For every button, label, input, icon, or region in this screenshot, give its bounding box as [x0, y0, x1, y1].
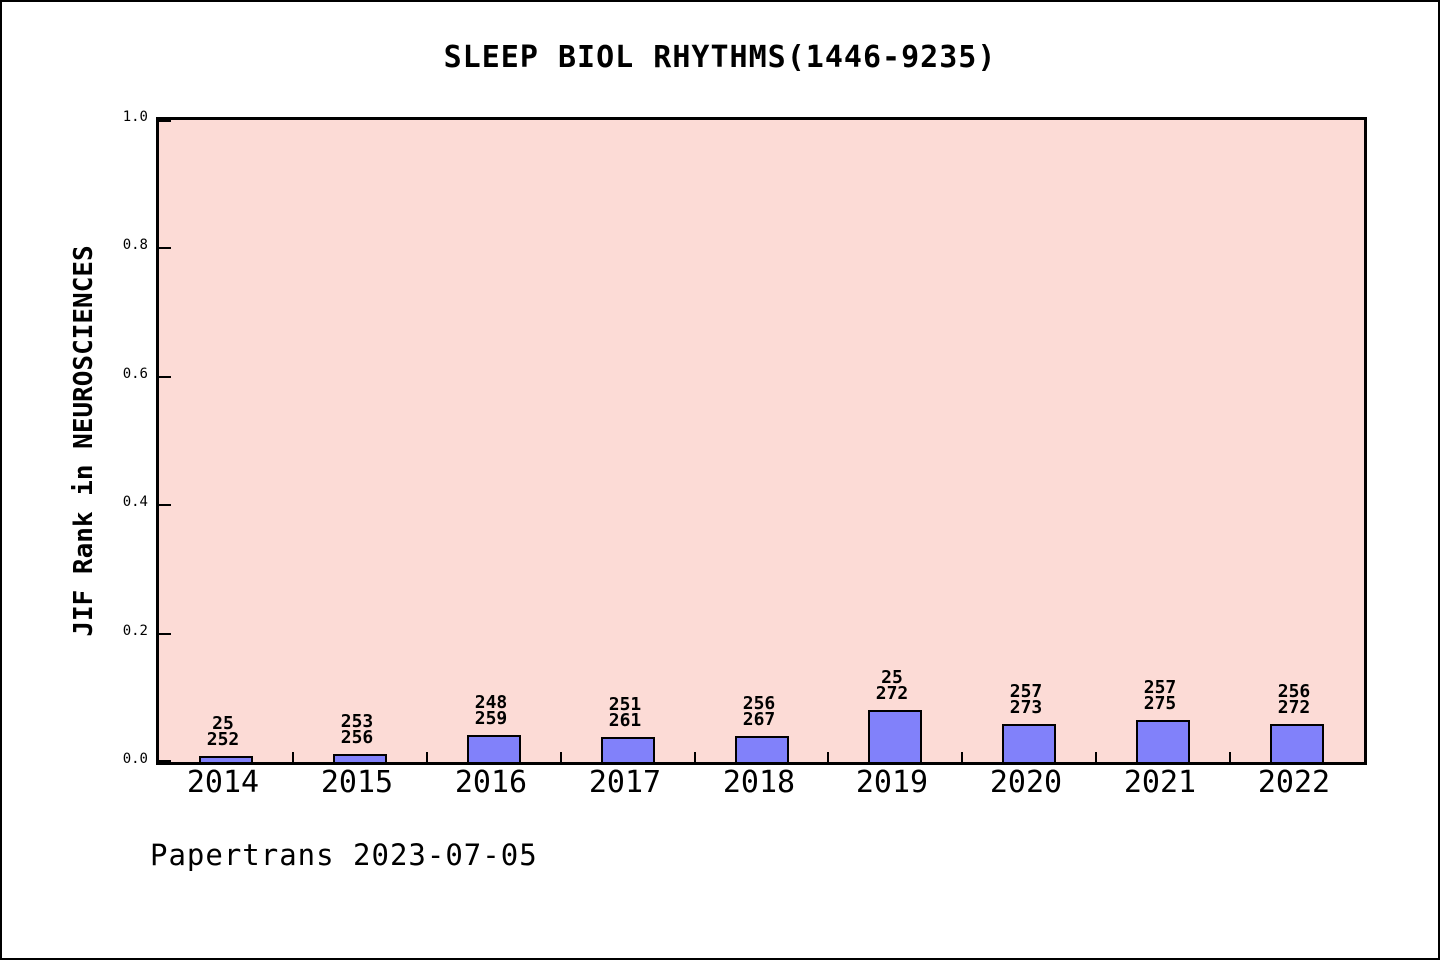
bar-2020: [1002, 724, 1056, 762]
y-tick-mark: [159, 760, 171, 762]
x-tick-mark: [559, 752, 562, 762]
bar-value-label-2015: 253 256: [297, 711, 417, 748]
bar-rank-value: 253: [340, 711, 374, 732]
bar-rank-value: 25: [881, 667, 903, 688]
x-tick-mark: [693, 752, 696, 762]
bar-total-value: 267: [742, 709, 776, 730]
y-tick-mark: [159, 504, 171, 507]
bar-value-label-2016: 248 259: [431, 692, 551, 729]
bar-rank-value: 256: [742, 693, 776, 714]
x-tick-mark: [291, 752, 294, 762]
bar-2014: [199, 756, 253, 762]
bar-total-value: 252: [206, 729, 240, 750]
bar-2022: [1270, 724, 1324, 762]
footer-watermark: Papertrans 2023-07-05: [150, 838, 538, 872]
y-tick-label: 0.2: [122, 622, 148, 639]
y-tick-mark: [159, 632, 171, 635]
y-tick-label: 0.8: [122, 237, 148, 254]
bar-value-label-2017: 251 261: [565, 694, 685, 731]
bar-total-value: 261: [608, 710, 642, 731]
bar-total-value: 273: [1009, 697, 1043, 718]
bar-rank-value: 257: [1009, 681, 1043, 702]
bar-total-value: 275: [1143, 693, 1177, 714]
y-tick-label: 0.6: [122, 365, 148, 382]
x-tick-mark: [1095, 752, 1098, 762]
bar-total-value: 256: [340, 727, 374, 748]
chart-title: SLEEP BIOL RHYTHMS(1446-9235): [443, 40, 997, 75]
bar-total-value: 259: [474, 708, 508, 729]
x-tick-mark: [1229, 752, 1232, 762]
x-tick-mark: [425, 752, 428, 762]
x-tick-label-2022: 2022: [1257, 765, 1331, 800]
plot-area: [156, 117, 1367, 765]
bar-2019: [868, 710, 922, 762]
bar-2021: [1136, 720, 1190, 762]
y-tick-mark: [159, 375, 171, 378]
y-tick-label: 0.4: [122, 494, 148, 511]
bar-value-label-2018: 256 267: [699, 693, 819, 730]
bar-value-label-2020: 257 273: [966, 681, 1086, 718]
y-axis-label-text: JIF Rank in NEUROSCIENCES: [69, 245, 99, 637]
x-tick-label-2015: 2015: [320, 765, 394, 800]
x-tick-label-2021: 2021: [1123, 765, 1197, 800]
x-tick-mark: [827, 752, 830, 762]
bar-2016: [467, 735, 521, 762]
x-tick-label-2020: 2020: [989, 765, 1063, 800]
x-tick-label-2017: 2017: [588, 765, 662, 800]
x-tick-mark: [961, 752, 964, 762]
bar-value-label-2014: 25 252: [163, 713, 283, 750]
bar-value-label-2019: 25 272: [832, 667, 952, 704]
bar-rank-value: 257: [1143, 677, 1177, 698]
bar-2017: [601, 737, 655, 762]
bar-2018: [735, 736, 789, 762]
bar-rank-value: 256: [1277, 681, 1311, 702]
bar-2015: [333, 754, 387, 762]
bar-value-label-2021: 257 275: [1100, 677, 1220, 714]
x-tick-label-2018: 2018: [722, 765, 796, 800]
x-tick-label-2014: 2014: [186, 765, 260, 800]
y-tick-label: 0.0: [122, 751, 148, 767]
bar-rank-value: 248: [474, 692, 508, 713]
bar-rank-value: 25: [212, 713, 234, 734]
y-tick-mark: [159, 247, 171, 250]
y-tick-mark: [159, 120, 171, 122]
x-tick-label-2016: 2016: [454, 765, 528, 800]
bar-total-value: 272: [875, 683, 909, 704]
bar-total-value: 272: [1277, 697, 1311, 718]
bar-value-label-2022: 256 272: [1234, 681, 1354, 718]
y-tick-label: 1.0: [122, 109, 148, 125]
x-tick-label-2019: 2019: [855, 765, 929, 800]
bar-rank-value: 251: [608, 694, 642, 715]
